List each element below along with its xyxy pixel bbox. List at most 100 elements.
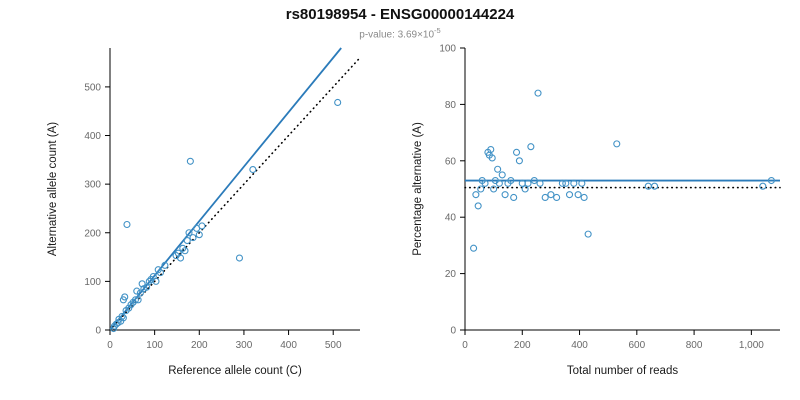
data-point: [136, 289, 144, 297]
data-points: [110, 98, 342, 333]
data-point: [507, 176, 515, 185]
y-tick-label: 300: [84, 180, 101, 191]
data-point: [470, 244, 478, 252]
data-point: [536, 179, 544, 187]
scatter-percentage-vs-reads: 0 200 400 600 800 1,000 0 20 40 60 80 100 Total numb…: [405, 36, 800, 393]
chart-canvas: 0 100 200 300 400 500 0 100 200 300 400 500 Referenc…: [47, 47, 361, 377]
y-tick-label: 400: [84, 131, 101, 142]
y-tick-label: 200: [84, 228, 101, 239]
reference-lines: [464, 179, 781, 189]
data-point: [501, 191, 509, 199]
data-point: [580, 193, 588, 202]
data-point: [134, 296, 142, 304]
x-tick-label: 500: [325, 340, 342, 351]
pvalue-exponent: -5: [434, 26, 441, 35]
data-point: [570, 179, 578, 187]
x-tick-label: 1,000: [739, 340, 764, 351]
data-point: [156, 269, 164, 277]
y-tick-label: 40: [445, 213, 457, 224]
x-axis-title: Reference allele count (C): [168, 365, 302, 377]
figure-subtitle: p-value: 3.69×10-5: [0, 26, 800, 40]
data-point: [152, 277, 160, 285]
data-point: [474, 202, 482, 210]
data-point: [651, 182, 659, 190]
x-axis-title: Total number of reads: [567, 365, 678, 377]
data-point: [195, 231, 203, 239]
x-tick-label: 600: [628, 340, 645, 351]
identity-line: [109, 56, 361, 331]
y-tick-label: 0: [95, 326, 101, 337]
data-point: [553, 193, 561, 202]
data-point: [494, 165, 502, 173]
data-point: [767, 176, 775, 185]
reference-lines: [109, 47, 361, 331]
y-tick-label: 60: [445, 156, 457, 167]
data-point: [534, 89, 542, 97]
figure-header: rs80198954 - ENSG00000144224 p-value: 3.…: [0, 6, 800, 40]
data-point: [334, 98, 342, 107]
x-tick-label: 400: [280, 340, 297, 351]
y-tick-label: 80: [445, 100, 457, 111]
y-tick-label: 100: [439, 44, 456, 55]
y-tick-label: 100: [84, 277, 101, 288]
data-point: [133, 287, 141, 295]
scatter-allele-counts: 0 100 200 300 400 500 0 100 200 300 400 500 Referenc…: [40, 36, 385, 393]
data-point: [131, 296, 139, 304]
axes: 0 200 400 600 800 1,000 0 20 40 60 80 100: [439, 44, 780, 351]
y-tick-label: 500: [84, 82, 101, 93]
data-point: [524, 179, 532, 187]
data-point: [515, 157, 523, 165]
data-point: [565, 191, 574, 199]
data-point: [143, 283, 151, 291]
x-tick-label: 800: [686, 340, 703, 351]
figure-title: rs80198954 - ENSG00000144224: [285, 6, 515, 23]
y-tick-label: 0: [450, 326, 456, 337]
data-point: [481, 179, 489, 187]
data-point: [558, 179, 566, 187]
axes: 0 100 200 300 400 500 0 100 200 300 400 500: [84, 48, 360, 351]
x-tick-label: 400: [571, 340, 588, 351]
data-point: [547, 191, 555, 199]
data-point: [510, 193, 518, 202]
data-point: [176, 254, 185, 262]
data-point: [488, 154, 496, 162]
data-point: [189, 234, 197, 242]
x-tick-label: 200: [514, 340, 531, 351]
data-point: [490, 185, 498, 193]
data-point: [121, 293, 129, 301]
data-point: [574, 191, 582, 199]
pvalue-text: p-value: 3.69×10: [359, 29, 435, 41]
data-point: [495, 179, 503, 187]
data-point: [584, 230, 592, 238]
data-point: [541, 193, 549, 202]
data-point: [512, 148, 521, 156]
fit-line: [109, 47, 342, 331]
data-point: [161, 261, 169, 269]
data-points: [470, 89, 775, 252]
data-point: [521, 185, 529, 193]
data-point: [249, 166, 257, 174]
chart-canvas: 0 200 400 600 800 1,000 0 20 40 60 80 100 Total numb…: [412, 44, 781, 377]
data-point: [185, 229, 193, 237]
y-axis-title: Percentage alternative (A): [412, 122, 424, 256]
data-point: [118, 312, 126, 320]
data-point: [123, 220, 131, 229]
x-tick-label: 0: [462, 340, 468, 351]
data-point: [119, 314, 127, 322]
data-point: [198, 222, 206, 230]
data-point: [613, 140, 621, 148]
x-tick-label: 0: [107, 340, 113, 351]
x-tick-label: 300: [236, 340, 253, 351]
y-tick-label: 20: [445, 269, 457, 280]
data-point: [138, 280, 146, 288]
data-point: [527, 143, 535, 151]
charts-row: 0 100 200 300 400 500 0 100 200 300 400 500 Referenc…: [0, 36, 800, 393]
data-point: [186, 157, 194, 165]
data-point: [530, 176, 538, 185]
data-point: [181, 247, 189, 255]
data-point: [472, 191, 480, 199]
x-tick-label: 100: [146, 340, 163, 351]
data-point: [235, 254, 244, 262]
x-tick-label: 200: [191, 340, 208, 351]
data-point: [487, 145, 495, 154]
